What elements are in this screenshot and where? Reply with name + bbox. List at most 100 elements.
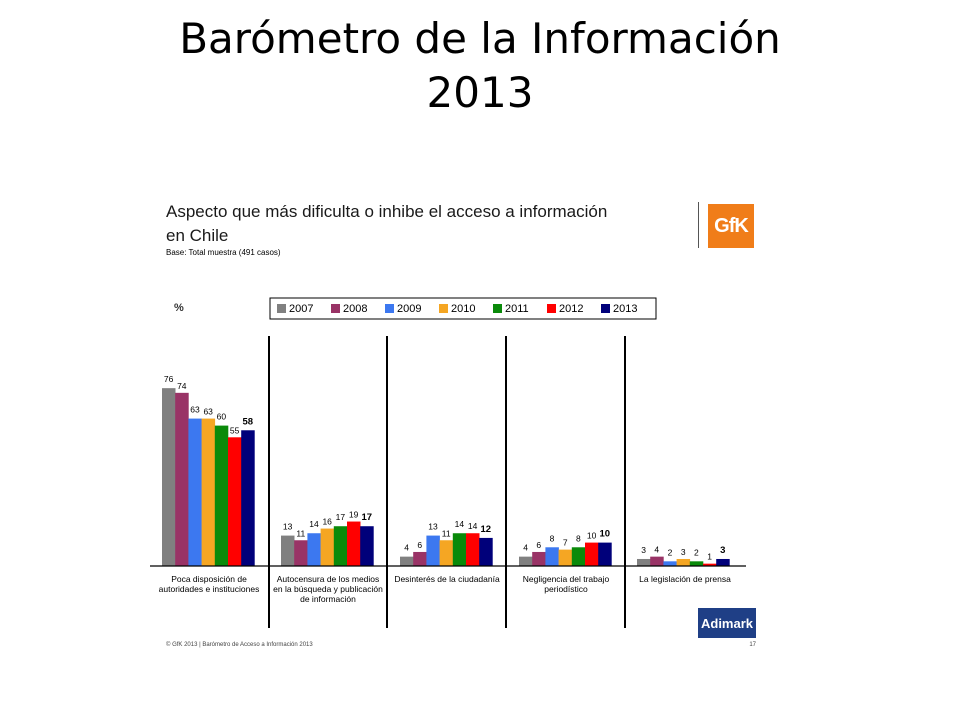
data-label-2008-cat3: 6: [417, 540, 422, 550]
chart-legend: 2007 2008 2009 2010 2011 2012 2013: [269, 297, 657, 320]
footer: © GfK 2013 | Barómetro de Acceso a Infor…: [166, 642, 756, 648]
legend-swatch-2012: [547, 304, 556, 313]
footer-text: © GfK 2013 | Barómetro de Acceso a Infor…: [166, 642, 313, 648]
slide-title: Barómetro de la Información 2013: [130, 12, 830, 120]
data-label-2011-cat5: 2: [694, 547, 699, 557]
bar-2009-cat1: [188, 418, 202, 566]
bar-2011-cat1: [214, 425, 229, 566]
bar-2011-cat4: [571, 547, 586, 566]
category-label-2-line2: en la búsqueda y publicación: [273, 584, 383, 594]
bar-2013-cat1: [241, 430, 255, 566]
data-label-2010-cat2: 16: [322, 517, 332, 527]
category-label-2-line3: de información: [300, 594, 356, 604]
data-label-2008-cat1: 74: [177, 381, 187, 391]
chart-base-note: Base: Total muestra (491 casos): [166, 248, 281, 257]
data-label-2008-cat2: 11: [296, 528, 305, 538]
data-label-2011-cat1: 60: [217, 412, 227, 422]
bar-2007-cat1: [162, 388, 176, 566]
data-label-2011-cat3: 14: [455, 519, 465, 529]
legend-swatch-2007: [277, 304, 286, 313]
legend-swatch-2011: [493, 304, 502, 313]
legend-swatch-2010: [439, 304, 448, 313]
data-label-2013-cat3: 12: [481, 524, 492, 535]
legend-swatch-2008: [331, 304, 340, 313]
category-label-4-line1: Negligencia del trabajo: [523, 574, 610, 584]
bar-2010-cat5: [676, 558, 691, 566]
data-label-2010-cat4: 7: [563, 538, 568, 548]
legend-label-2011: 2011: [505, 303, 529, 315]
legend-label-2013: 2013: [613, 303, 637, 315]
bar-2008-cat3: [413, 551, 427, 566]
chart-title-line2: en Chile: [166, 226, 229, 245]
data-label-2009-cat1: 63: [190, 405, 200, 415]
bar-2007-cat2: [281, 535, 295, 566]
bar-2011-cat2: [333, 526, 348, 566]
category-label-5-line1: La legislación de prensa: [639, 574, 731, 584]
data-label-2007-cat2: 13: [283, 522, 293, 532]
legend-label-2009: 2009: [397, 303, 421, 315]
legend-label-2007: 2007: [289, 303, 313, 315]
chart-title-line1: Aspecto que más dificulta o inhibe el ac…: [166, 202, 608, 221]
data-label-2008-cat4: 6: [536, 540, 541, 550]
data-label-2013-cat1: 58: [243, 416, 254, 427]
bar-2012-cat3: [466, 533, 480, 566]
data-label-2007-cat1: 76: [164, 374, 174, 384]
bar-2010-cat3: [439, 540, 454, 566]
bar-2010-cat4: [558, 549, 573, 566]
data-label-2007-cat3: 4: [404, 543, 409, 553]
legend-swatch-2009: [385, 304, 394, 313]
data-label-2012-cat4: 10: [587, 531, 597, 541]
data-label-2012-cat3: 14: [468, 521, 478, 531]
data-label-2012-cat5: 1: [707, 552, 712, 562]
logo-divider: [698, 202, 699, 248]
legend-box: [269, 297, 657, 320]
bar-2008-cat1: [175, 392, 189, 566]
data-label-2010-cat5: 3: [681, 547, 686, 557]
slide-title-line2: 2013: [426, 68, 534, 117]
bar-2007-cat5: [637, 558, 651, 566]
bar-2009-cat2: [307, 533, 321, 566]
bar-2009-cat5: [663, 561, 677, 566]
legend-swatch-2013: [601, 304, 610, 313]
category-label-1-line2: autoridades e instituciones: [159, 584, 260, 594]
data-label-2012-cat2: 19: [349, 510, 359, 520]
bar-2010-cat1: [201, 418, 216, 566]
data-label-2011-cat4: 8: [576, 533, 581, 543]
chart-title: Aspecto que más dificulta o inhibe el ac…: [166, 200, 686, 248]
bar-2012-cat4: [585, 542, 599, 566]
bar-2007-cat4: [519, 556, 533, 566]
slide-title-line1: Barómetro de la Información: [179, 14, 781, 63]
data-label-2008-cat5: 4: [654, 545, 659, 555]
chart-panel: Aspecto que más dificulta o inhibe el ac…: [150, 190, 770, 660]
bar-2008-cat4: [532, 551, 546, 566]
data-label-2009-cat4: 8: [550, 533, 555, 543]
data-label-2011-cat2: 17: [336, 512, 346, 522]
adimark-logo: Adimark: [698, 608, 756, 638]
bar-2011-cat5: [689, 561, 704, 566]
category-label-3-line1: Desinterés de la ciudadanía: [394, 574, 500, 584]
legend-label-2008: 2008: [343, 303, 367, 315]
category-label-2-line1: Autocensura de los medios: [277, 574, 380, 584]
data-label-2010-cat1: 63: [203, 407, 213, 417]
data-label-2013-cat5: 3: [720, 545, 725, 556]
bars: [162, 388, 730, 566]
legend-label-2012: 2012: [559, 303, 583, 315]
data-label-2010-cat3: 11: [442, 528, 451, 538]
data-label-2012-cat1: 55: [230, 425, 240, 435]
bar-2008-cat2: [294, 540, 308, 566]
category-label-1-line1: Poca disposición de: [171, 574, 247, 584]
data-label-2007-cat5: 3: [641, 545, 646, 555]
bar-2009-cat3: [426, 535, 440, 566]
bar-2010-cat2: [320, 528, 335, 566]
data-label-2013-cat4: 10: [600, 529, 611, 540]
footer-page-number: 17: [749, 642, 756, 648]
bar-2013-cat3: [479, 537, 493, 566]
group-separators: [268, 336, 626, 628]
bar-2008-cat5: [650, 556, 664, 566]
data-label-2009-cat3: 13: [428, 522, 438, 532]
data-label-2009-cat5: 2: [668, 547, 673, 557]
legend-label-2010: 2010: [451, 303, 475, 315]
data-label-2007-cat4: 4: [523, 543, 528, 553]
